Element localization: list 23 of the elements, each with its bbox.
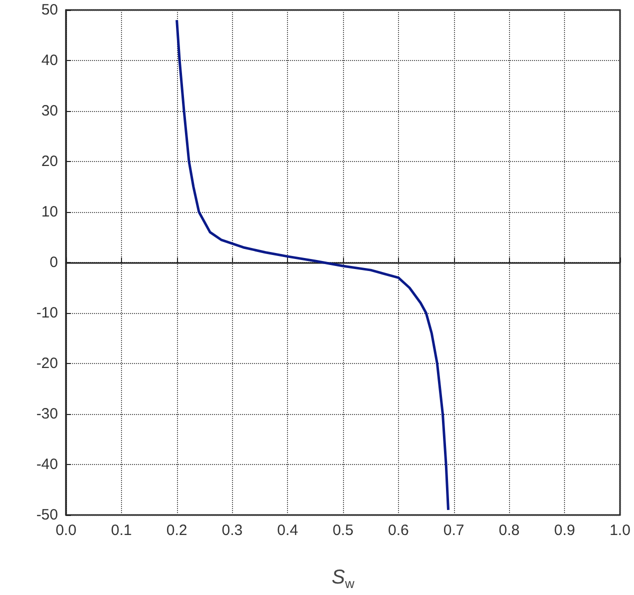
x-tick-label: 0.2 [166, 522, 188, 539]
x-tick-label: 0.9 [554, 522, 576, 539]
y-tick-label: 40 [41, 52, 58, 69]
x-tick-label: 0.6 [388, 522, 409, 539]
y-tick-label: -40 [36, 456, 58, 473]
y-tick-label: -30 [36, 406, 58, 422]
x-tick-label: 0.3 [222, 522, 243, 539]
x-tick-label: 0.8 [498, 522, 520, 539]
x-tick-label: 0.0 [56, 522, 76, 539]
y-tick-label: 0 [50, 254, 58, 271]
x-tick-label: 0.1 [110, 522, 132, 539]
x-tick-label: 0.5 [332, 522, 354, 539]
y-tick-label: -50 [36, 506, 58, 524]
y-tick-label: 10 [41, 204, 58, 220]
y-tick-label: -10 [36, 304, 58, 322]
x-tick-label: 0.7 [443, 522, 464, 539]
line-series [176, 18, 450, 512]
y-tick-label: 30 [41, 102, 58, 120]
y-tick-label: 20 [41, 153, 58, 170]
y-tick-label: -20 [36, 355, 58, 372]
x-tick-label: 1.0 [610, 522, 630, 539]
x-tick-label: 0.4 [277, 522, 298, 539]
y-tick-label: 50 [41, 2, 58, 18]
